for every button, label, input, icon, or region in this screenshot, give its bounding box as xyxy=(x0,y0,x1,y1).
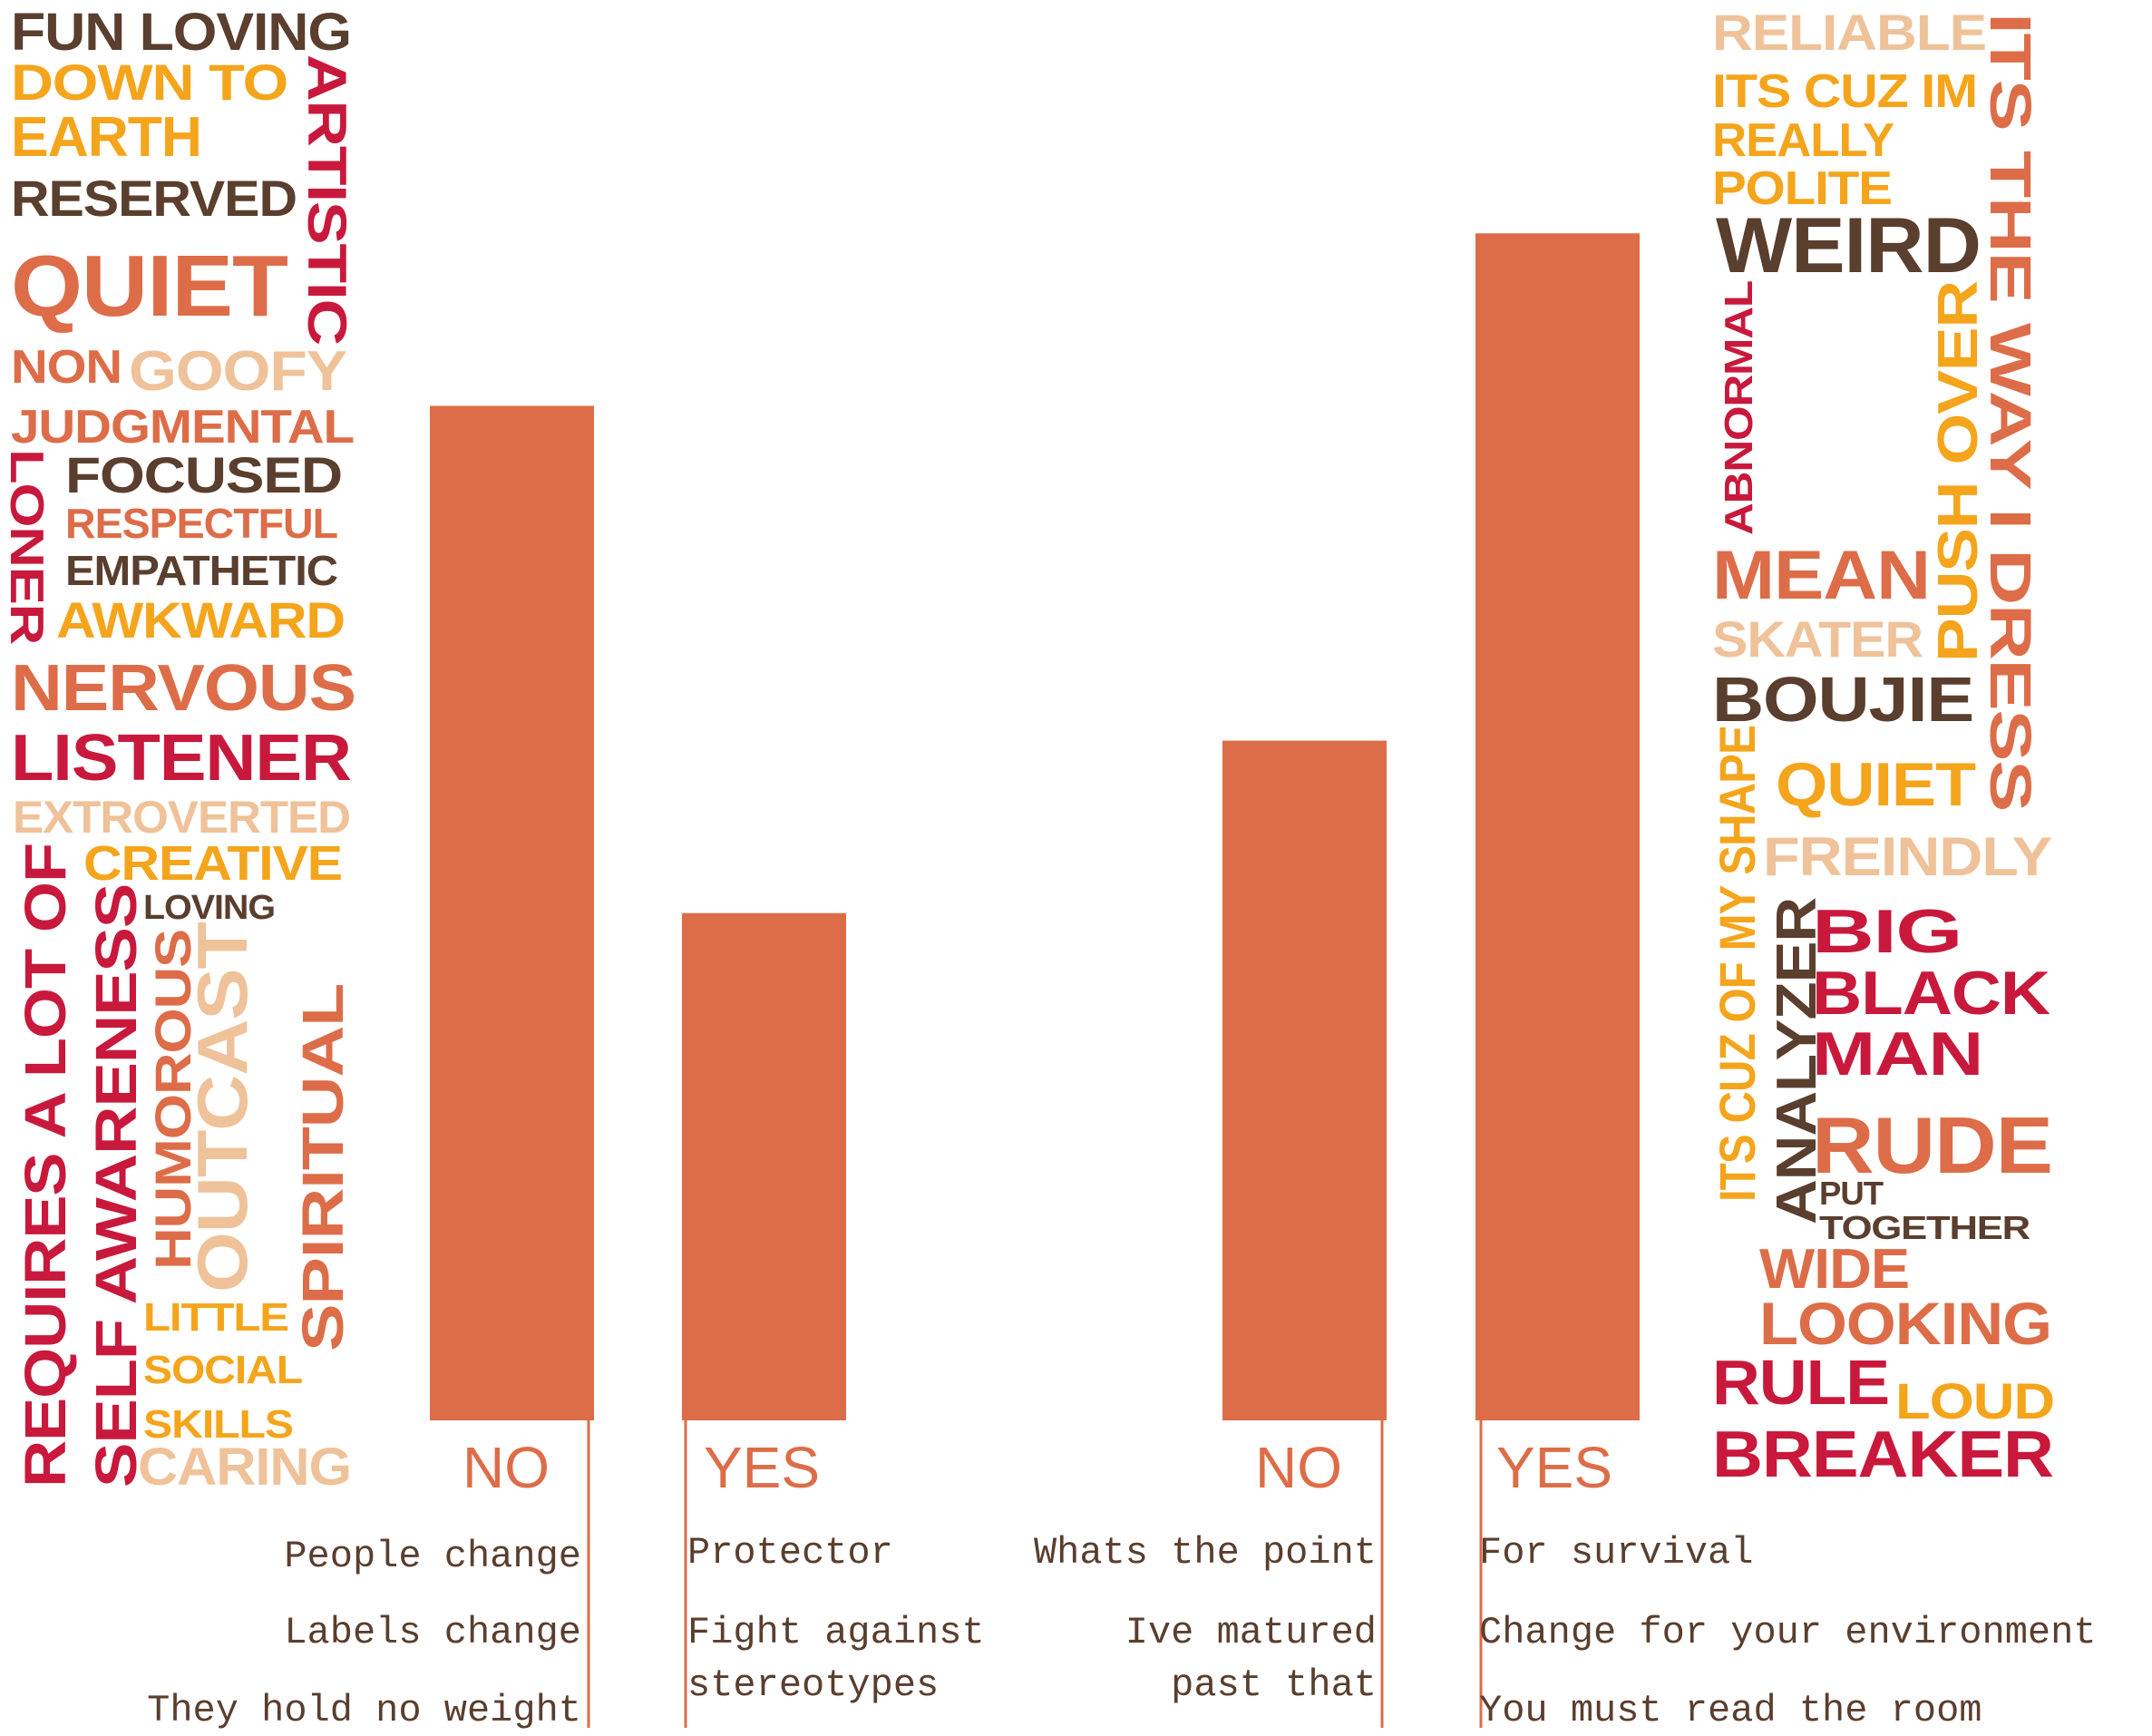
bar-1-no xyxy=(430,405,594,1420)
reason-2-3: stereotypes xyxy=(687,1663,939,1707)
reason-2-1: Protector xyxy=(687,1531,893,1575)
right-word-rule-24: RULE xyxy=(1712,1347,1889,1418)
reason-labels: People change Labels change They hold no w… xyxy=(147,1531,2096,1732)
reason-1-3: They hold no weight xyxy=(147,1689,581,1732)
left-word-social-26: SOCIAL xyxy=(143,1348,302,1392)
left-word-nervous-15: NERVOUS xyxy=(11,652,355,725)
left-word-loving-19: LOVING xyxy=(143,889,275,927)
right-word-really-4: REALLY xyxy=(1712,114,1894,167)
left-word-non-7: NON xyxy=(11,341,122,394)
left-word-focused-10: FOCUSED xyxy=(65,446,342,503)
category-label-3: NO xyxy=(1255,1435,1342,1500)
left-word-requires-a-lot-of-20: REQUIRES A LOT OF xyxy=(13,844,78,1487)
right-word-loud-25: LOUD xyxy=(1895,1372,2054,1429)
reason-3-2: Ive matured xyxy=(1125,1611,1377,1654)
right-word-quiet-13: QUIET xyxy=(1776,750,1975,819)
left-word-respectful-12: RESPECTFUL xyxy=(65,500,337,547)
left-word-reserved-4: RESERVED xyxy=(11,170,297,227)
reason-4-1: For survival xyxy=(1479,1531,1753,1575)
category-label-1: NO xyxy=(463,1435,550,1500)
left-word-spiritual-24: SPIRITUAL xyxy=(290,984,355,1351)
left-word-empathetic-13: EMPATHETIC xyxy=(65,547,337,594)
left-word-awkward-14: AWKWARD xyxy=(56,591,345,649)
right-word-looking-23: LOOKING xyxy=(1759,1290,2051,1357)
right-word-reliable-1: RELIABLE xyxy=(1712,4,1986,61)
category-label-2: YES xyxy=(704,1435,820,1500)
left-word-creative-18: CREATIVE xyxy=(83,836,342,891)
right-word-polite-5: POLITE xyxy=(1712,162,1892,215)
reason-3-1: Whats the point xyxy=(1034,1531,1377,1575)
left-word-outcast-23: OUTCAST xyxy=(182,922,262,1292)
right-word-wide-22: WIDE xyxy=(1759,1238,1909,1301)
reason-4-3: You must read the room xyxy=(1479,1689,1982,1732)
right-word-its-the-way-i-dress-2: ITS THE WAY I DRESS xyxy=(1978,13,2043,811)
category-labels: NO YES NO YES xyxy=(463,1435,1612,1500)
right-word-breaker-26: BREAKER xyxy=(1712,1419,2053,1491)
reason-2-2: Fight against xyxy=(687,1611,985,1654)
reason-1-1: People change xyxy=(284,1535,581,1578)
right-word-push-over-8: PUSH OVER xyxy=(1927,281,1990,662)
right-word-analyzer-15: ANALYZER xyxy=(1766,898,1828,1224)
bar-3-no xyxy=(1222,740,1387,1420)
right-word-man-18: MAN xyxy=(1812,1019,1982,1088)
reason-4-2: Change for your environment xyxy=(1479,1611,2097,1654)
bar-2-yes xyxy=(682,912,846,1420)
reason-1-2: Labels change xyxy=(284,1611,581,1654)
left-word-listener-16: LISTENER xyxy=(11,722,351,795)
left-word-judgmental-9: JUDGMENTAL xyxy=(11,401,354,454)
right-word-weird-6: WEIRD xyxy=(1716,202,1981,289)
left-word-skills-27: SKILLS xyxy=(143,1402,293,1447)
category-rules xyxy=(587,1415,1483,1728)
left-word-self-awareness-21: SELF AWARENESS xyxy=(83,884,149,1487)
left-word-artistic-5: ARTISTIC xyxy=(297,54,357,345)
left-word-fun-loving-1: FUN LOVING xyxy=(11,3,351,62)
right-word-its-cuz-of-my-shape-12: ITS CUZ OF MY SHAPE xyxy=(1709,726,1766,1202)
left-word-down-to-2: DOWN TO xyxy=(11,54,287,111)
right-word-boujie-11: BOUJIE xyxy=(1712,664,1973,735)
left-word-goofy-8: GOOFY xyxy=(129,340,347,403)
bar-4-yes xyxy=(1475,233,1640,1420)
left-word-earth-3: EARTH xyxy=(11,106,201,169)
left-word-humorous-22: HUMOROUS xyxy=(144,930,201,1270)
left-word-quiet-6: QUIET xyxy=(11,238,287,335)
right-word-skater-10: SKATER xyxy=(1712,610,1923,668)
right-word-mean-9: MEAN xyxy=(1712,537,1930,614)
right-word-abnormal-7: ABNORMAL xyxy=(1717,281,1761,535)
right-word-put-20: PUT xyxy=(1819,1175,1884,1212)
right-word-big-16: BIG xyxy=(1812,897,1962,966)
left-word-loner-11: LONER xyxy=(0,449,53,645)
left-word-extroverted-17: EXTROVERTED xyxy=(13,792,350,843)
category-label-4: YES xyxy=(1496,1435,1612,1500)
right-word-together-21: TOGETHER xyxy=(1819,1209,2030,1246)
right-word-freindly-14: FREINDLY xyxy=(1763,826,2052,887)
right-word-rude-19: RUDE xyxy=(1812,1100,2052,1190)
left-word-caring-28: CARING xyxy=(138,1438,351,1497)
right-word-its-cuz-im-3: ITS CUZ IM xyxy=(1712,65,1977,118)
right-word-black-17: BLACK xyxy=(1812,959,2050,1028)
reason-3-3: past that xyxy=(1171,1663,1377,1707)
bar-series xyxy=(430,233,1640,1420)
left-word-little-25: LITTLE xyxy=(143,1295,288,1340)
